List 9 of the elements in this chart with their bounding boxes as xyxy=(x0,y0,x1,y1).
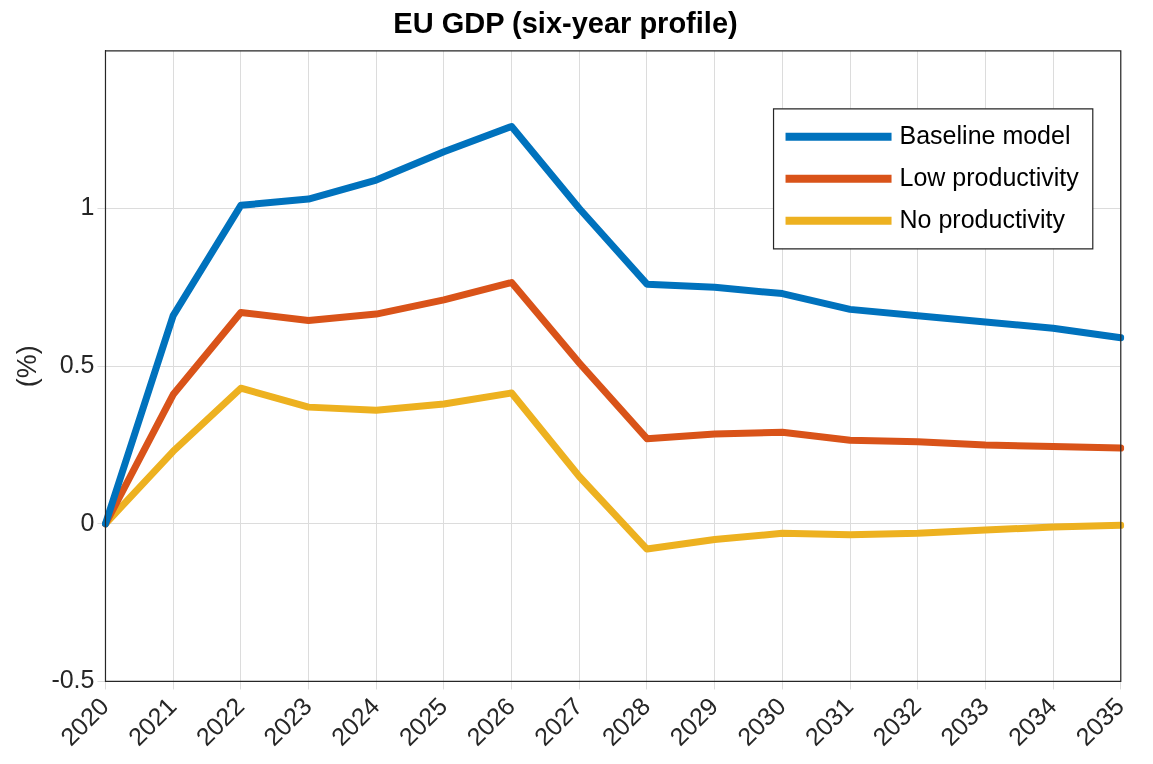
legend-label: Low productivity xyxy=(899,162,1080,191)
y-tick-label: 1 xyxy=(80,192,95,221)
y-tick-label: -0.5 xyxy=(51,665,95,694)
legend-label: No productivity xyxy=(899,204,1066,233)
y-tick-label: 0 xyxy=(80,507,95,536)
y-tick-label: 0.5 xyxy=(59,350,95,379)
legend-label: Baseline model xyxy=(899,120,1071,149)
y-axis-title: (%) xyxy=(11,345,42,388)
chart-title: EU GDP (six-year profile) xyxy=(393,7,738,40)
